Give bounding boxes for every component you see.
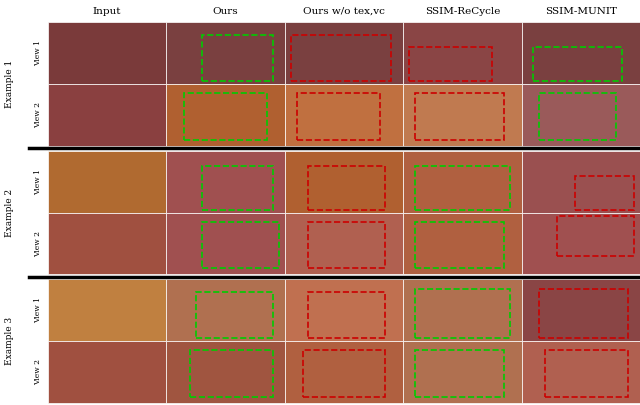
Text: View 1: View 1 bbox=[35, 40, 42, 66]
Bar bbox=[285, 279, 403, 341]
Text: View 1: View 1 bbox=[35, 297, 42, 323]
Bar bbox=[522, 84, 640, 146]
Text: Ours: Ours bbox=[212, 6, 239, 16]
Text: Example 2: Example 2 bbox=[5, 189, 14, 237]
Bar bbox=[48, 341, 166, 403]
Text: Example 1: Example 1 bbox=[5, 60, 14, 108]
Bar bbox=[522, 151, 640, 213]
Bar bbox=[285, 84, 403, 146]
Bar bbox=[403, 151, 522, 213]
Bar bbox=[403, 22, 522, 84]
Text: SSIM-MUNIT: SSIM-MUNIT bbox=[545, 6, 617, 16]
Bar bbox=[522, 279, 640, 341]
Text: View 2: View 2 bbox=[35, 102, 42, 128]
Text: Example 3: Example 3 bbox=[5, 317, 14, 365]
Bar bbox=[285, 341, 403, 403]
Text: Input: Input bbox=[93, 6, 122, 16]
Bar bbox=[166, 279, 285, 341]
Text: Ours w/o tex,vc: Ours w/o tex,vc bbox=[303, 6, 385, 16]
Bar bbox=[48, 22, 166, 84]
Bar bbox=[403, 341, 522, 403]
Bar bbox=[48, 279, 166, 341]
Bar bbox=[285, 213, 403, 275]
Text: View 1: View 1 bbox=[35, 169, 42, 195]
Text: View 2: View 2 bbox=[35, 359, 42, 385]
Bar bbox=[522, 341, 640, 403]
Bar bbox=[166, 341, 285, 403]
Bar bbox=[48, 151, 166, 213]
Bar bbox=[403, 279, 522, 341]
Bar bbox=[166, 84, 285, 146]
Bar bbox=[285, 151, 403, 213]
Bar bbox=[403, 84, 522, 146]
Text: SSIM-ReCycle: SSIM-ReCycle bbox=[425, 6, 500, 16]
Text: View 2: View 2 bbox=[35, 230, 42, 256]
Bar bbox=[403, 213, 522, 275]
Bar bbox=[285, 22, 403, 84]
Bar bbox=[166, 213, 285, 275]
Bar bbox=[522, 213, 640, 275]
Bar bbox=[48, 213, 166, 275]
Bar bbox=[166, 22, 285, 84]
Bar bbox=[522, 22, 640, 84]
Bar bbox=[48, 84, 166, 146]
Bar bbox=[166, 151, 285, 213]
